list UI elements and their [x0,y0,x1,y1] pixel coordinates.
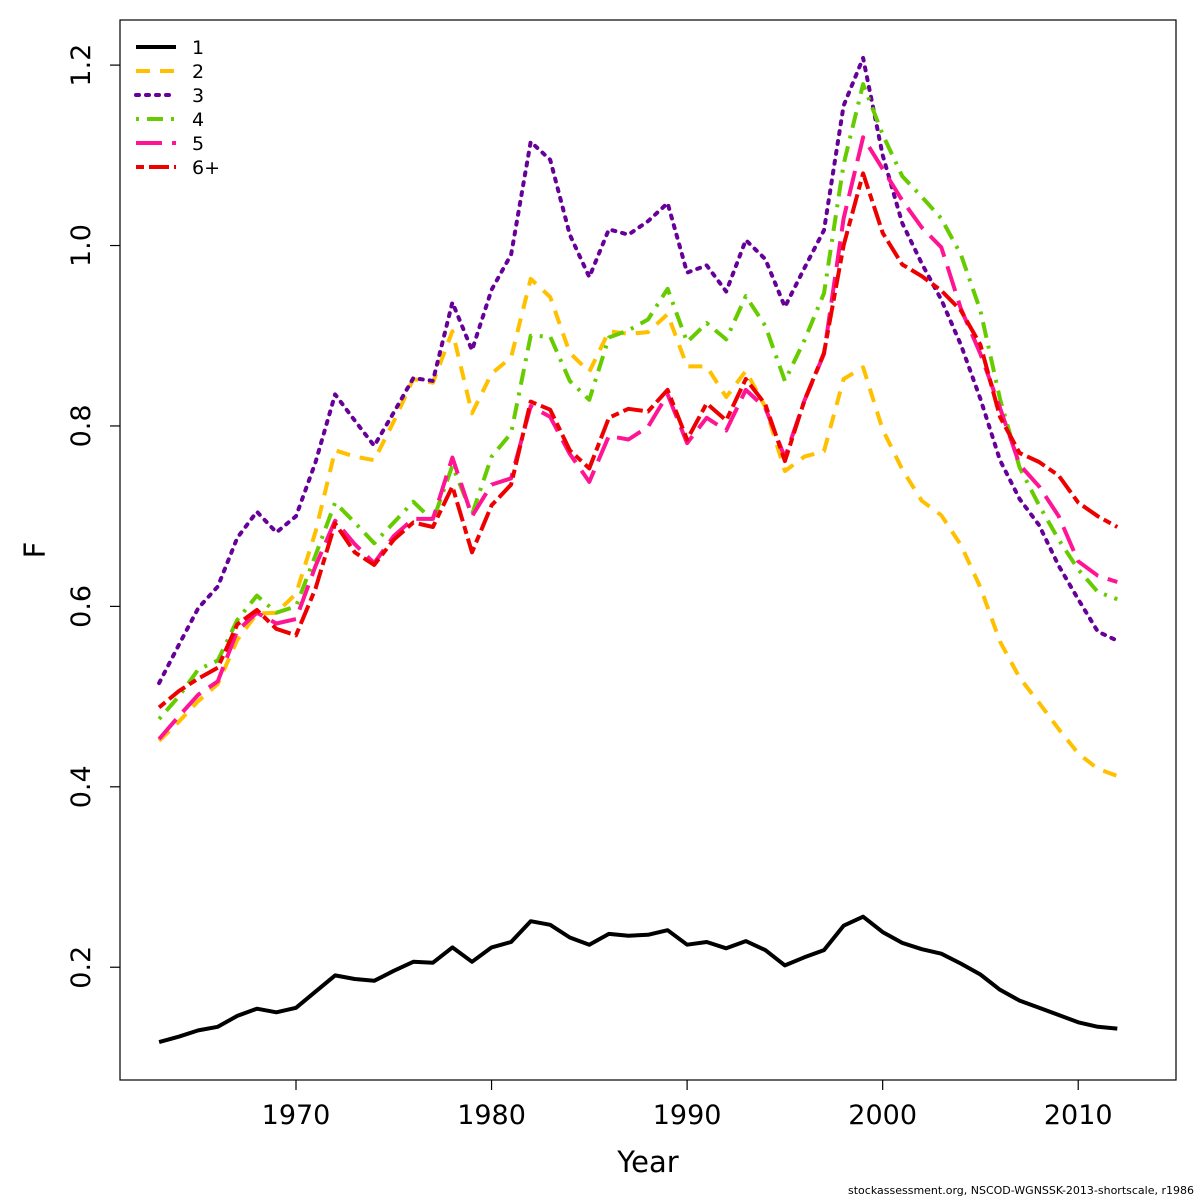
source-caption: stockassessment.org, NSCOD-WGNSSK-2013-s… [848,1184,1194,1197]
series-line-5 [157,135,1118,741]
series-lines [157,55,1120,1045]
x-tick-label: 1980 [457,1100,526,1131]
legend-label: 2 [192,61,204,83]
x-tick-label: 1970 [262,1100,331,1131]
y-tick-label: 0.4 [66,765,97,808]
legend-label: 4 [192,109,204,131]
y-tick-label: 1.0 [66,224,97,267]
x-tick-label: 1990 [653,1100,722,1131]
legend-label: 3 [192,85,204,107]
y-axis: 0.2 0.4 0.6 0.8 1.0 1.2 [66,44,120,989]
series-line-1 [158,914,1118,1045]
y-tick-label: 0.8 [66,404,97,447]
series-line-2 [157,276,1118,778]
series-line-6plus [157,171,1119,709]
series-line-3 [157,55,1120,686]
legend-label: 6+ [192,157,220,179]
y-tick-label: 0.6 [66,585,97,628]
y-tick-label: 0.2 [66,946,97,989]
series-line-4 [157,82,1119,721]
x-axis: 1970 1980 1990 2000 2010 [262,1080,1113,1131]
legend-label: 1 [192,37,204,59]
x-tick-label: 2000 [848,1100,917,1131]
y-axis-title: F [18,542,52,559]
y-tick-label: 1.2 [66,44,97,87]
x-axis-title: Year [616,1145,678,1179]
plot-frame [119,19,1177,1081]
legend-label: 5 [192,133,204,155]
x-tick-label: 2010 [1044,1100,1113,1131]
